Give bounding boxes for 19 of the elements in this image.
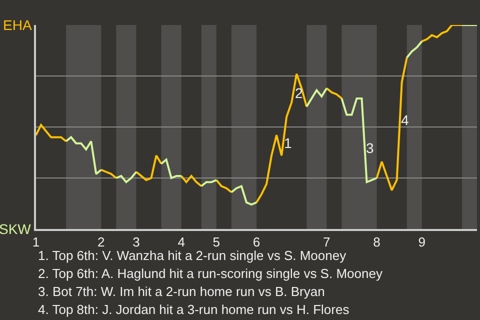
x-tick-label: 8 (373, 234, 380, 250)
x-tick-label: 9 (418, 234, 426, 250)
x-tick-label: 3 (132, 234, 140, 250)
x-tick-label: 2 (98, 234, 105, 250)
x-tick-label: 4 (178, 234, 185, 250)
annotation: 1 (284, 135, 292, 151)
text: 4. Top 8th: J. Jordan hit a 3-run home run vs H. Flores (38, 302, 350, 317)
x-tick-label: 1 (32, 234, 40, 250)
annotation: 2 (295, 85, 303, 101)
text: SKW (0, 221, 32, 237)
text: 2. Top 6th: A. Haglund hit a run-scoring single vs S. Mooney (38, 266, 383, 281)
x-tick-label: 7 (323, 234, 330, 250)
x-tick-label: 5 (212, 234, 220, 250)
x-tick-label: 6 (252, 234, 260, 250)
text: 1. Top 6th: V. Wanzha hit a 2-run single vs S. Mooney (38, 248, 347, 263)
text: 3. Bot 7th: W. Im hit a 2-run home run vs B. Bryan (38, 284, 325, 299)
annotation: 3 (366, 140, 374, 156)
text: EHA (3, 17, 32, 33)
annotation: 4 (401, 112, 409, 128)
